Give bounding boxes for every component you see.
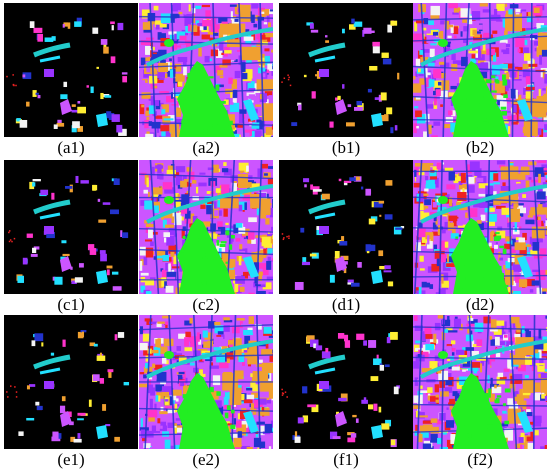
panel-caption: (b2) [465,138,495,157]
panel-b1: (b1) [279,3,413,158]
panel-caption: (f1) [333,450,359,469]
panel-caption: (d2) [465,295,495,314]
map-image [413,315,547,449]
panel-e1: (e1) [4,315,138,470]
panel-f2: (f2) [413,315,547,470]
panel-c1: (c1) [4,160,138,315]
map-image [139,3,273,137]
map-image [279,315,413,449]
map-image [4,160,138,294]
panel-e2: (e2) [139,315,273,470]
classification-map-sparse [4,315,138,449]
panel-caption: (d1) [331,295,361,314]
panel-c2: (c2) [139,160,273,315]
map-image [139,160,273,294]
panel-caption: (e2) [192,450,220,469]
classification-map-sparse [279,160,413,294]
panel-caption: (e1) [57,450,85,469]
classification-map-dense [413,160,547,294]
classification-map-sparse [4,160,138,294]
panel-d1: (d1) [279,160,413,315]
map-image [4,315,138,449]
panel-d2: (d2) [413,160,547,315]
classification-map-dense [139,3,273,137]
map-image [279,160,413,294]
classification-map-sparse [279,3,413,137]
classification-map-sparse [4,3,138,137]
panel-b2: (b2) [413,3,547,158]
map-image [279,3,413,137]
panel-a1: (a1) [4,3,138,158]
map-image [413,160,547,294]
panel-caption: (b1) [331,138,361,157]
classification-map-dense [413,315,547,449]
panel-caption: (a2) [192,138,220,157]
classification-map-dense [413,3,547,137]
classification-map-dense [139,315,273,449]
panel-caption: (a1) [57,138,85,157]
map-image [139,315,273,449]
map-image [413,3,547,137]
panel-caption: (f2) [467,450,493,469]
panel-caption: (c2) [192,295,220,314]
panel-a2: (a2) [139,3,273,158]
map-image [4,3,138,137]
classification-map-sparse [279,315,413,449]
panel-caption: (c1) [57,295,85,314]
classification-map-dense [139,160,273,294]
panel-f1: (f1) [279,315,413,470]
